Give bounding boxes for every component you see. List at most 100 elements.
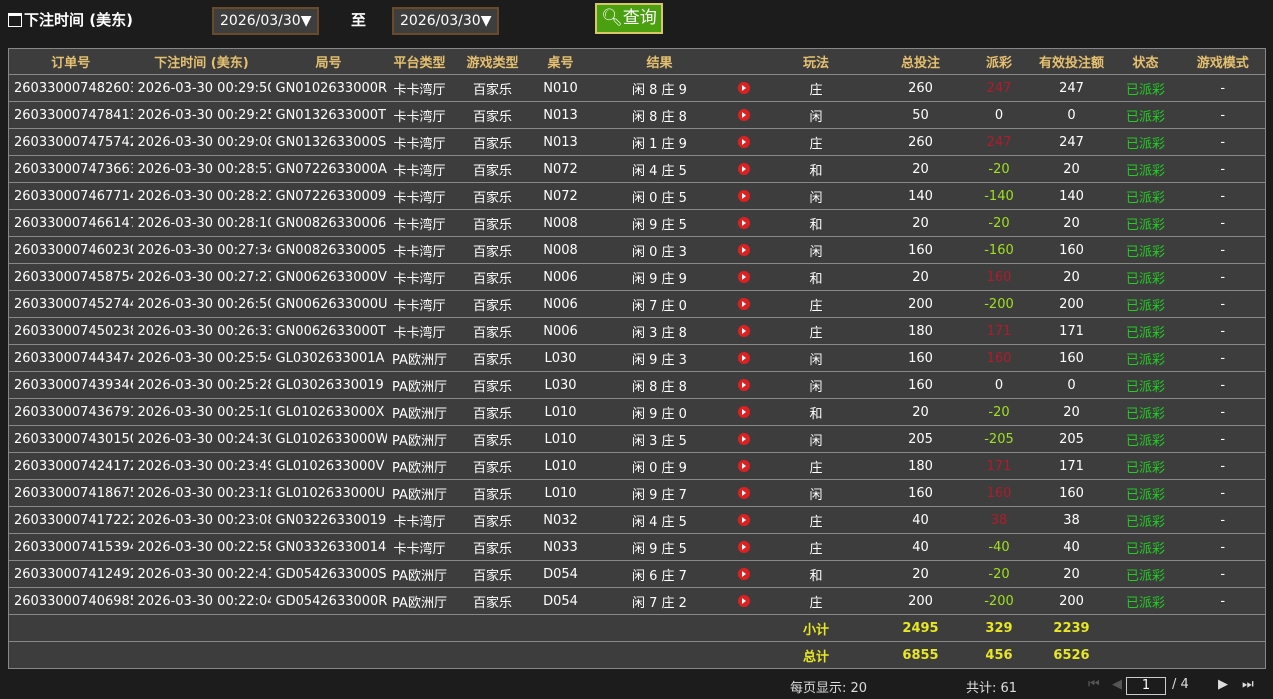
total-bet-cell: 40 [875,533,966,561]
play-video-icon[interactable] [737,271,750,283]
replay-cell[interactable] [730,425,757,453]
replay-cell[interactable] [730,290,757,318]
play-video-icon[interactable] [737,406,750,418]
replay-cell[interactable] [730,560,757,588]
replay-cell[interactable] [730,209,757,237]
table-row: 260330007417222 2026-03-30 00:23:08 GN0322… [8,506,1266,534]
payout-cell: 171 [965,452,1033,480]
bet-type-cell: 闲 [756,344,876,372]
bet-time-cell: 2026-03-30 00:22:04 [132,587,271,615]
play-video-icon[interactable] [737,163,750,175]
play-video-icon[interactable] [737,460,750,472]
column-header: 结果 [588,48,731,75]
table-row: 260330007415394 2026-03-30 00:22:58 GN0332… [8,533,1266,561]
payout-cell: -20 [965,209,1033,237]
bet-time-cell: 2026-03-30 00:26:50 [132,290,271,318]
play-video-icon[interactable] [737,217,750,229]
play-video-icon[interactable] [737,379,750,391]
play-video-icon[interactable] [737,244,750,256]
order-id-cell: 260330007482603 [8,74,133,102]
sum-total-bet: 2495 [875,614,966,642]
valid-bet-cell: 20 [1032,209,1111,237]
replay-cell[interactable] [730,317,757,345]
play-video-icon[interactable] [737,190,750,202]
status-cell: 已派彩 [1110,155,1181,183]
replay-cell[interactable] [730,398,757,426]
table-row: 260330007424172 2026-03-30 00:23:49 GL0102… [8,452,1266,480]
replay-cell[interactable] [730,74,757,102]
replay-cell[interactable] [730,587,757,615]
total-bet-cell: 205 [875,425,966,453]
replay-cell[interactable] [730,263,757,291]
game-mode-cell: - [1180,560,1266,588]
payout-cell: 160 [965,263,1033,291]
replay-cell[interactable] [730,101,757,129]
replay-cell[interactable] [730,236,757,264]
date-from-select[interactable]: 2026/03/30▼ [212,7,320,35]
bet-type-cell: 庄 [756,317,876,345]
prev-page-icon[interactable]: ◀ [1112,677,1122,692]
first-page-icon[interactable]: ⏮ [1088,677,1100,692]
valid-bet-cell: 171 [1032,317,1111,345]
page-input[interactable]: 1 [1126,677,1166,695]
platform-cell: 卡卡湾厅 [386,236,453,264]
payout-cell: -20 [965,155,1033,183]
table-row: 260330007450238 2026-03-30 00:26:33 GN0062… [8,317,1266,345]
table-row: 260330007466147 2026-03-30 00:28:10 GN0082… [8,209,1266,237]
play-video-icon[interactable] [737,568,750,580]
bet-time-cell: 2026-03-30 00:26:33 [132,317,271,345]
replay-cell[interactable] [730,182,757,210]
bet-type-cell: 闲 [756,101,876,129]
date-to-select[interactable]: 2026/03/30▼ [392,7,500,35]
play-video-icon[interactable] [737,82,750,94]
order-id-cell: 260330007467714 [8,182,133,210]
result-cell: 闲 8 庄 8 [588,101,731,129]
query-button[interactable]: 🔍︎查询 [595,3,663,34]
play-video-icon[interactable] [737,352,750,364]
game-type-cell: 百家乐 [452,236,533,264]
play-video-icon[interactable] [737,433,750,445]
result-cell: 闲 7 庄 2 [588,587,731,615]
table-row: 260330007406985 2026-03-30 00:22:04 GD0542… [8,587,1266,615]
status-cell: 已派彩 [1110,263,1181,291]
play-video-icon[interactable] [737,136,750,148]
replay-cell[interactable] [730,452,757,480]
table-header: 订单号 下注时间 (美东) 局号 平台类型 游戏类型 桌号 结果 玩法 总投注 派彩 有效投注额 状态… [8,48,1266,75]
replay-cell[interactable] [730,371,757,399]
table-row: 260330007458754 2026-03-30 00:27:27 GN0062… [8,263,1266,291]
play-video-icon[interactable] [737,514,750,526]
replay-cell[interactable] [730,128,757,156]
column-header: 派彩 [965,48,1033,75]
platform-cell: PA欧洲厅 [386,587,453,615]
play-video-icon[interactable] [737,487,750,499]
sum-total-bet: 6855 [875,641,966,669]
replay-cell[interactable] [730,533,757,561]
bet-time-cell: 2026-03-30 00:23:08 [132,506,271,534]
platform-cell: 卡卡湾厅 [386,209,453,237]
replay-cell[interactable] [730,155,757,183]
game-type-cell: 百家乐 [452,101,533,129]
next-page-icon[interactable]: ▶ [1218,677,1228,692]
table-id-cell: L010 [532,398,589,426]
status-cell: 已派彩 [1110,236,1181,264]
replay-cell[interactable] [730,479,757,507]
table-row: 260330007418675 2026-03-30 00:23:18 GL0102… [8,479,1266,507]
valid-bet-cell: 200 [1032,290,1111,318]
play-video-icon[interactable] [737,109,750,121]
result-cell: 闲 9 庄 9 [588,263,731,291]
replay-cell[interactable] [730,344,757,372]
play-video-icon[interactable] [737,325,750,337]
play-video-icon[interactable] [737,298,750,310]
replay-cell[interactable] [730,506,757,534]
payout-cell: -140 [965,182,1033,210]
last-page-icon[interactable]: ⏭ [1242,677,1254,692]
order-id-cell: 260330007452744 [8,290,133,318]
valid-bet-cell: 20 [1032,560,1111,588]
game-type-cell: 百家乐 [452,479,533,507]
bet-type-cell: 庄 [756,452,876,480]
table-id-cell: N006 [532,290,589,318]
total-bet-cell: 200 [875,587,966,615]
play-video-icon[interactable] [737,541,750,553]
play-video-icon[interactable] [737,595,750,607]
sum-valid-bet: 6526 [1032,641,1111,669]
